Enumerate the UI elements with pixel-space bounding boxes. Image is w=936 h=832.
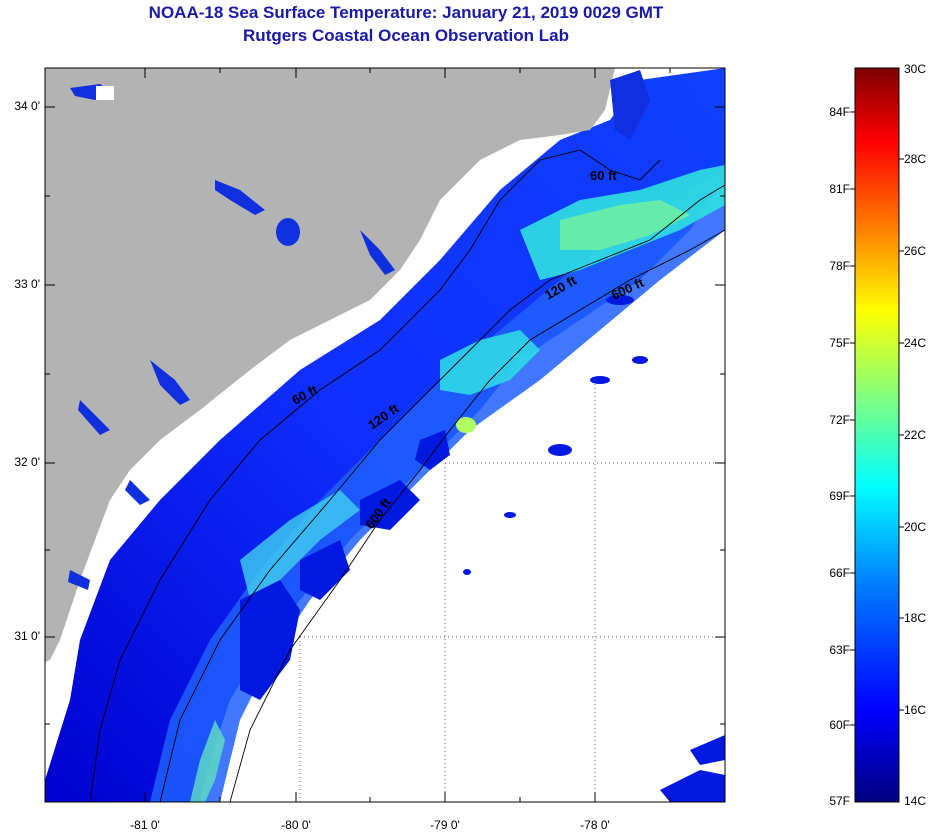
- colorbar-f-label: 78F: [829, 259, 850, 273]
- lon-label-81: -81 0': [130, 818, 160, 832]
- colorbar-c-label: 14C: [904, 794, 927, 808]
- colorbar-ticks: [850, 111, 904, 726]
- colorbar-f-label: 60F: [829, 718, 850, 732]
- colorbar-c-label: 26C: [904, 244, 927, 258]
- colorbar-f-label: 84F: [829, 105, 850, 119]
- lat-label-34: 34 0': [14, 99, 40, 113]
- graticule: [299, 380, 725, 802]
- colorbar-c-label: 18C: [904, 611, 927, 625]
- lat-label-31: 31 0': [14, 629, 40, 643]
- colorbar-f-label: 75F: [829, 336, 850, 350]
- colorbar-f-label: 72F: [829, 413, 850, 427]
- colorbar-f-label: 66F: [829, 566, 850, 580]
- lat-label-33: 33 0': [14, 277, 40, 291]
- map-subtitle: Rutgers Coastal Ocean Observation Lab: [243, 26, 569, 45]
- land-mass: [45, 68, 615, 662]
- colorbar-f-label: 81F: [829, 182, 850, 196]
- map-frame: [44, 67, 726, 803]
- sst-scattered-patches: [240, 295, 725, 802]
- colorbar: [854, 67, 900, 803]
- lon-label-80: -80 0': [281, 818, 311, 832]
- lat-label-32: 32 0': [14, 455, 40, 469]
- sst-midshelf-band: [150, 170, 725, 802]
- colorbar-c-label: 30C: [904, 62, 927, 76]
- sst-warm-streak-mid: [440, 330, 540, 395]
- colorbar-c-label: 20C: [904, 520, 927, 534]
- colorbar-f-label: 69F: [829, 489, 850, 503]
- map-title: NOAA-18 Sea Surface Temperature: January…: [148, 3, 664, 22]
- colorbar-c-label: 28C: [904, 152, 927, 166]
- lon-label-78: -78 0': [580, 818, 610, 832]
- colorbar-c-label: 24C: [904, 336, 927, 350]
- sst-warm-streak-far-south: [190, 720, 225, 802]
- colorbar-c-label: 16C: [904, 703, 927, 717]
- inland-water: [68, 70, 650, 590]
- lon-label-79: -79 0': [430, 818, 460, 832]
- colorbar-f-label: 57F: [829, 794, 850, 808]
- contour-label-60ft-north: 60 ft: [590, 168, 617, 183]
- colorbar-c-label: 22C: [904, 428, 927, 442]
- sst-warm-streak-south: [240, 490, 360, 600]
- sst-warm-streak-north-green: [560, 200, 690, 250]
- sst-warm-spot: [456, 417, 476, 433]
- bathymetry-contours: [89, 149, 725, 802]
- colorbar-f-label: 63F: [829, 643, 850, 657]
- map-ticks: [45, 68, 725, 802]
